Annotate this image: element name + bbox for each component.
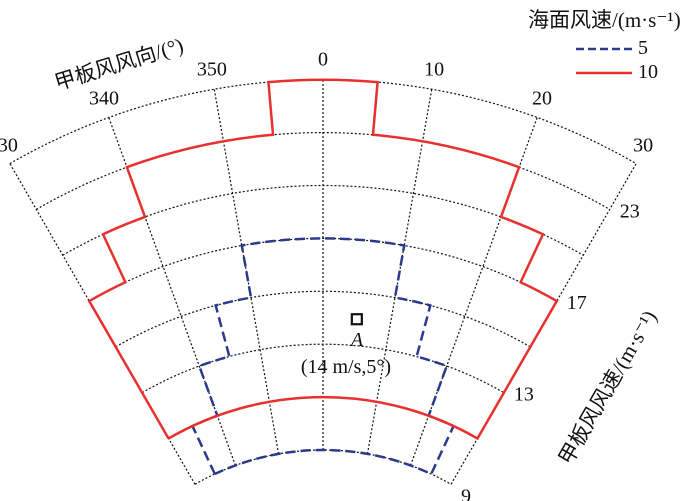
- angle-tick-label: 10: [424, 58, 444, 80]
- angle-tick-label: 0: [318, 49, 328, 71]
- speed-tick-label: 17: [567, 292, 587, 314]
- series-10-boundary: [87, 78, 559, 441]
- ring-gridline: [141, 343, 505, 394]
- point-a-label: A: [349, 329, 364, 351]
- ring-gridline: [9, 79, 637, 165]
- angle-tick-label: 20: [532, 87, 552, 109]
- point-a-coordinates: (14 m/s,5°): [301, 356, 391, 378]
- speed-tick-label: 9: [461, 485, 471, 501]
- ring-gridline: [88, 237, 558, 302]
- ring-gridline: [36, 132, 610, 210]
- grid: [9, 79, 637, 485]
- legend-label-10: 10: [638, 61, 658, 83]
- point-a-marker: [350, 313, 363, 326]
- angle-tick-label: 330: [0, 134, 18, 156]
- ring-gridline: [62, 184, 584, 256]
- speed-tick-label: 13: [514, 384, 534, 406]
- legend-label-5: 5: [638, 37, 648, 59]
- angle-tick-label: 350: [197, 58, 227, 80]
- annotation-layer: A (14 m/s,5°): [301, 313, 391, 378]
- ring-gridline: [115, 290, 531, 348]
- speed-tick-label: 23: [620, 200, 640, 222]
- legend-title: 海面风速/(m·s⁻¹): [528, 8, 681, 32]
- series-layer: [87, 78, 559, 476]
- angle-tick-label: 30: [633, 134, 653, 156]
- tick-labels: 330 340 350 0 10 20 30 9 13 17 23: [0, 49, 653, 501]
- angle-tick-label: 340: [89, 87, 119, 109]
- series-5-boundary: [190, 237, 456, 476]
- legend-lines: [576, 47, 632, 75]
